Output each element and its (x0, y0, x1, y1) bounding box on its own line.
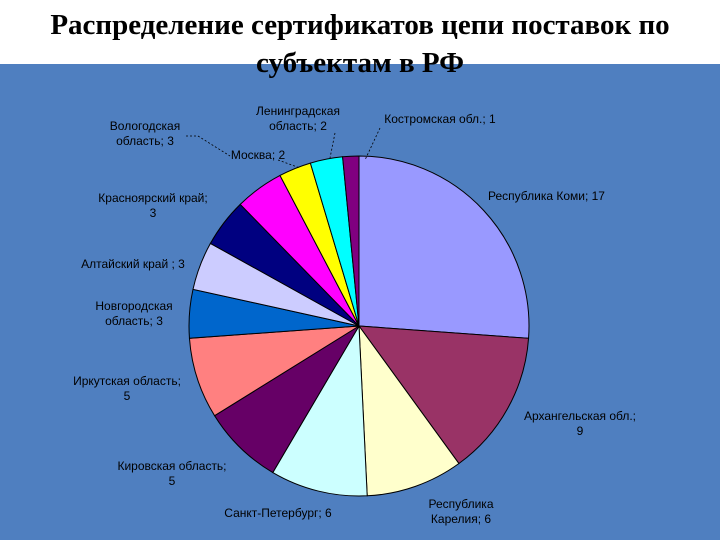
data-label-line: область; 3 (116, 134, 174, 148)
leader-line (364, 127, 381, 161)
data-label: Алтайский край ; 3 (81, 257, 185, 271)
data-label-line: 5 (124, 389, 131, 403)
data-label-line: Республика (428, 497, 493, 511)
data-label-line: Иркутская область; (73, 374, 181, 388)
data-label-line: Кировская область; (117, 459, 226, 473)
data-label-line: Республика Коми; 17 (488, 189, 605, 203)
data-label-line: 3 (150, 206, 157, 220)
data-label: Красноярский край; 3 (98, 191, 207, 220)
data-label: Иркутская область; 5 (73, 374, 181, 403)
data-label-line: 9 (577, 424, 584, 438)
slide-title: Распределение сертификатов цепи поставок… (50, 9, 670, 79)
data-label: Санкт-Петербург; 6 (224, 506, 332, 520)
data-label: Новгородская область; 3 (95, 299, 172, 328)
pie-slices (188, 155, 530, 497)
data-label-line: Москва; 2 (231, 148, 286, 162)
data-label-line: область; 3 (105, 314, 163, 328)
data-label: Республика Карелия; 6 (428, 497, 493, 526)
pie-slice (272, 324, 368, 497)
leader-line (186, 135, 231, 157)
data-label-line: Карелия; 6 (431, 512, 491, 526)
data-label: Костромская обл.; 1 (384, 112, 496, 126)
data-label-line: Красноярский край; (98, 191, 207, 205)
data-label-line: Ленинградская (256, 104, 340, 118)
data-label-line: Архангельская обл.; (524, 409, 636, 423)
data-label: Вологодская область; 3 (110, 119, 180, 148)
pie-slice (358, 324, 460, 497)
data-label: Архангельская обл.; 9 (524, 409, 636, 438)
pie-slice (357, 325, 530, 465)
pie-slice (358, 155, 530, 339)
data-label-line: Санкт-Петербург; 6 (224, 506, 332, 520)
data-label: Ленинградская область; 2 (256, 104, 340, 133)
data-label: Кировская область; 5 (117, 459, 226, 488)
data-label: Москва; 2 (231, 148, 286, 162)
pie-slice (342, 155, 360, 327)
leader-line (329, 132, 336, 159)
data-label: Республика Коми; 17 (488, 189, 605, 203)
data-label-line: 5 (169, 474, 176, 488)
data-label-line: Вологодская (110, 119, 180, 133)
data-label-line: Костромская обл.; 1 (384, 112, 496, 126)
data-label-line: область; 2 (269, 119, 327, 133)
data-label-line: Алтайский край ; 3 (81, 257, 185, 271)
data-label-line: Новгородская (95, 299, 172, 313)
